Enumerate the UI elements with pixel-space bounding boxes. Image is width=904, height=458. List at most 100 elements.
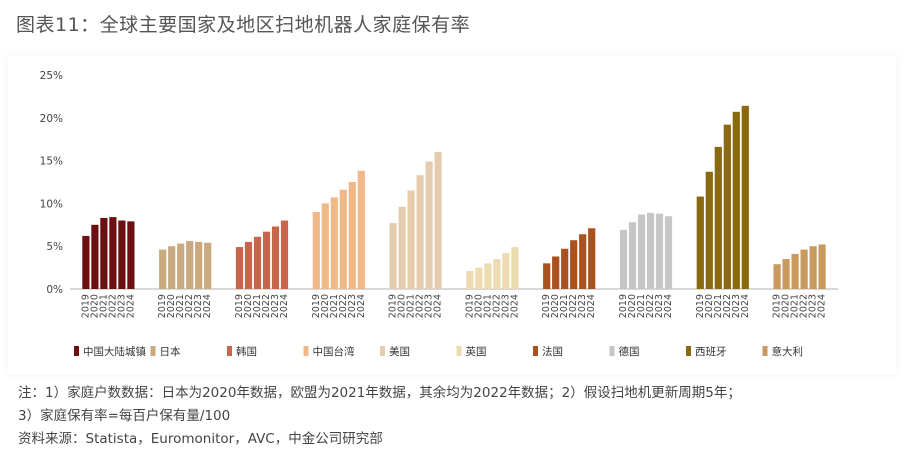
legend-label: 英国 — [466, 345, 487, 358]
bar — [579, 234, 587, 289]
legend-swatch — [456, 346, 462, 356]
bar — [646, 212, 655, 289]
y-tick-label: 25% — [40, 70, 63, 82]
note-line-1: 注：1）家庭户数数据：日本为2020年数据，欧盟为2021年数据，其余均为202… — [18, 385, 741, 401]
bar — [262, 231, 271, 289]
bar — [398, 206, 406, 289]
bar — [348, 182, 356, 289]
bar — [570, 240, 578, 289]
y-tick-label: 10% — [40, 198, 63, 210]
x-tick-label: 2023 — [808, 294, 819, 318]
bar-chart: 0%5%10%15%20%25%201920202021202220232024… — [40, 70, 838, 358]
x-tick-label: 2024 — [125, 294, 136, 318]
bar — [732, 111, 740, 289]
x-tick-label: 2019 — [311, 294, 322, 318]
bar — [244, 241, 253, 289]
bar — [168, 246, 176, 289]
x-tick-label: 2019 — [618, 294, 629, 318]
bar — [339, 189, 347, 289]
bar — [312, 211, 320, 289]
x-tick-label: 2021 — [636, 294, 647, 318]
bar — [561, 248, 569, 289]
x-tick-label: 2022 — [415, 294, 426, 318]
bar — [800, 249, 808, 289]
y-tick-label: 15% — [40, 156, 63, 168]
x-tick-label: 2023 — [654, 294, 665, 318]
legend-swatch — [609, 346, 615, 356]
bar — [321, 203, 329, 289]
x-tick-label: 2021 — [406, 294, 417, 318]
bar — [664, 216, 673, 289]
x-tick-label: 2024 — [279, 294, 290, 318]
x-tick-label: 2022 — [645, 294, 656, 318]
x-tick-label: 2022 — [107, 294, 118, 318]
legend-swatch — [380, 346, 385, 356]
bar — [655, 213, 664, 289]
x-tick-label: 2023 — [731, 294, 742, 318]
bar — [773, 264, 781, 289]
bar — [204, 242, 212, 289]
x-tick-label: 2020 — [781, 294, 792, 318]
x-tick-label: 2022 — [261, 294, 272, 318]
legend-label: 意大利 — [772, 345, 804, 358]
bar — [271, 226, 280, 289]
bar — [741, 105, 749, 289]
bar — [552, 256, 560, 289]
legend-label: 中国台湾 — [313, 345, 355, 358]
x-tick-label: 2022 — [568, 294, 579, 318]
x-tick-label: 2020 — [320, 294, 331, 318]
x-tick-label: 2024 — [663, 294, 674, 318]
bar — [91, 224, 99, 289]
x-tick-label: 2019 — [80, 294, 91, 318]
x-tick-label: 2019 — [388, 294, 399, 318]
legend-label: 中国大陆城镇 — [83, 345, 146, 358]
legend-swatch — [533, 346, 538, 356]
legend-swatch — [686, 346, 691, 356]
chart-panel: 0% 5% 10% 15% 20% 25% 2019 2020 2021 2022 2023 2024… — [8, 56, 896, 374]
legend-swatch — [303, 346, 309, 356]
bar — [389, 223, 397, 289]
x-tick-label: 2022 — [338, 294, 349, 318]
x-tick-label: 2021 — [175, 294, 186, 318]
legend-label: 法国 — [542, 345, 563, 358]
bar — [588, 228, 596, 289]
x-tick-label: 2020 — [704, 294, 715, 318]
source-line: 资料来源：Statista，Euromonitor，AVC，中金公司研究部 — [18, 431, 383, 447]
x-tick-label: 2023 — [116, 294, 127, 318]
bar — [809, 246, 817, 289]
bar — [177, 243, 185, 289]
x-tick-label: 2021 — [329, 294, 340, 318]
bar — [425, 161, 433, 289]
legend-label: 西班牙 — [695, 346, 727, 358]
chart-notes: 注：1）家庭户数数据：日本为2020年数据，欧盟为2021年数据，其余均为202… — [18, 382, 741, 451]
bar — [818, 244, 826, 289]
bar — [511, 247, 519, 289]
x-tick-label: 2019 — [772, 294, 783, 318]
bar — [502, 253, 510, 289]
note-line-2: 3）家庭保有率=每百户保有量/100 — [18, 408, 231, 424]
x-tick-label: 2020 — [627, 294, 638, 318]
legend-label: 德国 — [619, 345, 640, 358]
bar — [705, 171, 713, 289]
bar — [357, 170, 365, 289]
legend-swatch — [227, 346, 232, 356]
bar — [186, 241, 194, 289]
x-tick-label: 2023 — [500, 294, 511, 318]
x-tick-label: 2019 — [695, 294, 706, 318]
legend-swatch — [74, 346, 79, 356]
x-tick-label: 2021 — [98, 294, 109, 318]
x-tick-label: 2021 — [713, 294, 724, 318]
x-tick-label: 2024 — [740, 294, 751, 318]
legend-label: 日本 — [160, 345, 181, 358]
bar — [118, 220, 126, 289]
y-tick-label: 5% — [46, 241, 63, 253]
x-tick-label: 2023 — [424, 294, 435, 318]
bar — [782, 259, 790, 289]
x-tick-label: 2019 — [541, 294, 552, 318]
bar — [280, 220, 289, 289]
bar — [109, 217, 117, 289]
x-tick-label: 2024 — [356, 294, 367, 318]
bar — [253, 236, 262, 289]
x-tick-label: 2020 — [550, 294, 561, 318]
bar — [407, 190, 415, 289]
